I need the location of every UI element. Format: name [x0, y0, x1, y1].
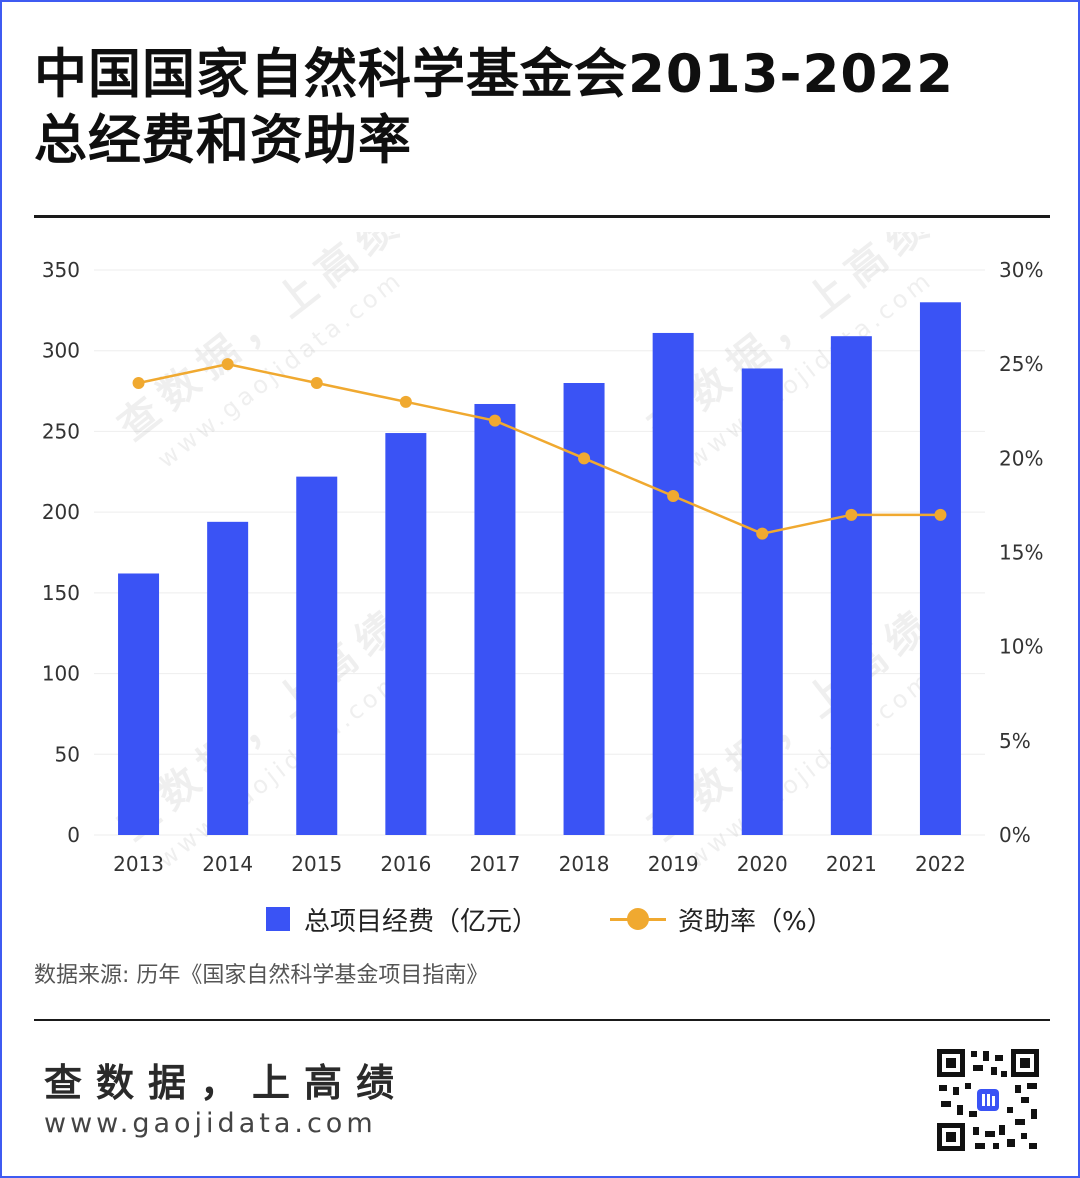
x-tick-2019: 2019 [648, 852, 699, 876]
x-axis-ticks: 2013 2014 2015 2016 2017 2018 2019 2020 2021 2022 [113, 852, 966, 876]
title-line-1: 中国国家自然科学基金会2013-2022 [34, 44, 955, 105]
x-tick-2020: 2020 [737, 852, 788, 876]
left-tick-100: 100 [42, 662, 80, 686]
legend: 总项目经费（亿元） 资助率（%） [2, 894, 1078, 944]
x-tick-2017: 2017 [469, 852, 520, 876]
rate-point-2017 [488, 414, 501, 427]
line-series [132, 358, 947, 540]
rate-point-2014 [221, 358, 234, 371]
rate-point-2016 [399, 395, 412, 408]
left-tick-0: 0 [67, 823, 80, 847]
top-divider [34, 215, 1050, 218]
x-tick-2014: 2014 [202, 852, 253, 876]
rate-point-2013 [132, 377, 145, 389]
right-tick-5: 5% [999, 729, 1031, 753]
bottom-divider [34, 1019, 1050, 1021]
source-note: 数据来源: 历年《国家自然科学基金项目指南》 [34, 963, 489, 988]
legend-item-line: 资助率（%） [610, 894, 833, 944]
watermark-slogan: 查数据，上高绩 [110, 232, 414, 450]
legend-bar-label: 总项目经费（亿元） [304, 906, 539, 937]
x-tick-2016: 2016 [380, 852, 431, 876]
right-tick-20: 20% [999, 446, 1043, 470]
rate-line [138, 362, 941, 535]
left-tick-50: 50 [55, 742, 80, 766]
rate-point-2020 [756, 527, 769, 540]
brand-website: www.gaojidata.com [44, 1108, 377, 1139]
brand-slogan: 查数据，上高绩 [44, 1061, 409, 1105]
bar-2015 [296, 476, 338, 835]
legend-item-bars: 总项目经费（亿元） [266, 894, 538, 944]
rate-point-2018 [578, 452, 591, 465]
qr-code-icon [935, 1047, 1041, 1153]
bar-2018 [563, 383, 605, 835]
bar-2013 [118, 573, 160, 835]
bar-2022 [919, 302, 961, 835]
left-tick-150: 150 [42, 581, 80, 605]
left-tick-250: 250 [42, 419, 80, 443]
x-tick-2018: 2018 [559, 852, 610, 876]
bar-2016 [385, 433, 427, 835]
legend-bar-swatch [266, 907, 290, 931]
left-tick-300: 300 [42, 339, 80, 363]
bar-2017 [474, 403, 516, 835]
left-tick-350: 350 [42, 258, 80, 282]
right-tick-15: 15% [999, 541, 1043, 565]
bar-2020 [741, 368, 783, 835]
x-tick-2013: 2013 [113, 852, 164, 876]
x-tick-2022: 2022 [915, 852, 966, 876]
x-tick-2021: 2021 [826, 852, 877, 876]
right-axis-ticks: 0% 5% 10% 15% 20% 25% 30% [999, 258, 1043, 847]
title-line-2: 总经费和资助率 [34, 110, 412, 171]
rate-point-2015 [310, 377, 323, 389]
rate-point-2019 [667, 490, 680, 502]
right-tick-0: 0% [999, 823, 1031, 847]
right-tick-10: 10% [999, 635, 1043, 659]
legend-line-label: 资助率（%） [678, 906, 833, 937]
right-tick-30: 30% [999, 258, 1043, 282]
left-axis-ticks: 0 50 100 150 200 250 300 350 [42, 258, 80, 847]
bar-2019 [652, 332, 694, 835]
left-tick-200: 200 [42, 500, 80, 524]
legend-line-marker [610, 907, 666, 930]
x-tick-2015: 2015 [291, 852, 342, 876]
rate-point-2022 [934, 508, 947, 521]
bar-2021 [830, 336, 872, 835]
page-title: 中国国家自然科学基金会2013-2022 总经费和资助率 [34, 42, 954, 174]
bar-series [118, 302, 961, 835]
rate-point-2021 [845, 508, 858, 521]
right-tick-25: 25% [999, 352, 1043, 376]
bar-2014 [207, 521, 249, 835]
